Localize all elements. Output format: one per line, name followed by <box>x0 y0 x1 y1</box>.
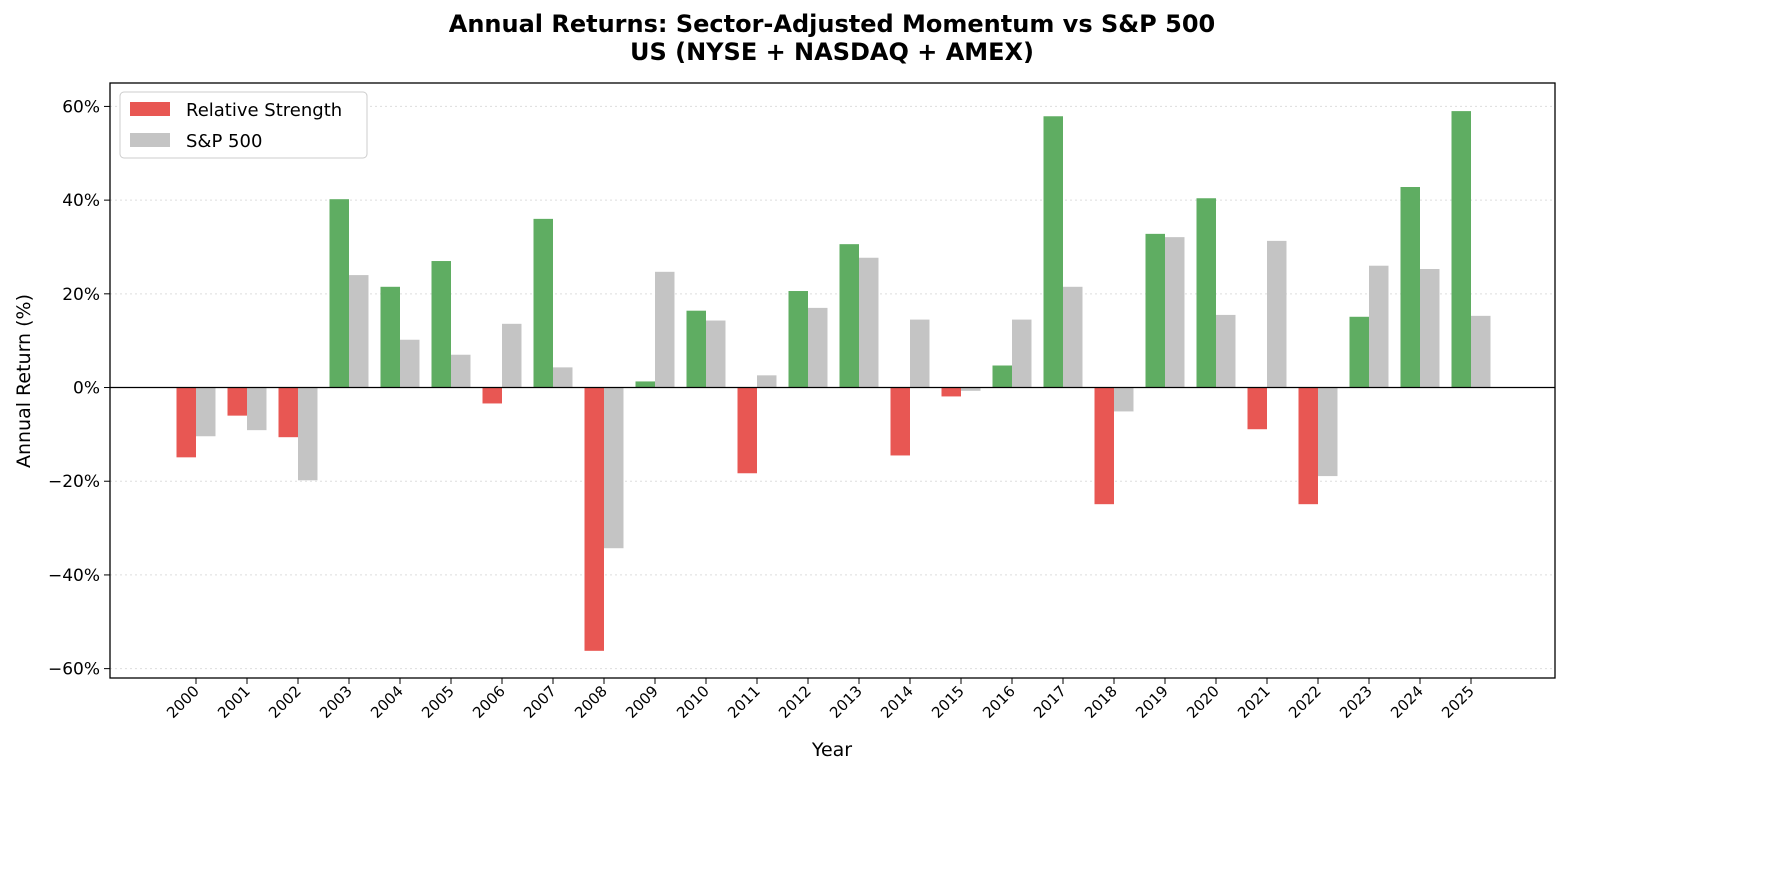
x-tick-label: 2014 <box>877 682 917 722</box>
bar-relative-strength-2020 <box>1196 198 1216 388</box>
x-tick-label: 2007 <box>520 682 560 722</box>
y-tick-label: 0% <box>73 379 100 399</box>
x-tick-label: 2015 <box>928 682 968 722</box>
bar-sp500-2009 <box>655 271 675 388</box>
x-tick-label: 2018 <box>1081 682 1121 722</box>
bar-relative-strength-2015 <box>941 387 961 397</box>
bar-relative-strength-2019 <box>1145 233 1165 388</box>
bar-relative-strength-2002 <box>278 387 298 438</box>
x-tick-label: 2001 <box>214 682 254 722</box>
bar-relative-strength-2022 <box>1298 387 1318 505</box>
y-tick-label: −40% <box>48 566 100 586</box>
bar-sp500-2005 <box>451 354 471 388</box>
bar-sp500-2023 <box>1369 265 1389 388</box>
bar-sp500-2003 <box>349 275 369 388</box>
bar-sp500-2011 <box>757 375 777 388</box>
bar-relative-strength-2007 <box>533 218 553 388</box>
bar-sp500-2016 <box>1012 319 1032 388</box>
bar-sp500-2006 <box>502 323 522 388</box>
x-tick-label: 2023 <box>1336 682 1376 722</box>
x-axis-label: Year <box>811 739 852 761</box>
bar-sp500-2008 <box>604 387 624 549</box>
bar-sp500-2014 <box>910 319 930 388</box>
x-tick-label: 2006 <box>469 682 509 722</box>
x-tick-label: 2004 <box>367 682 407 722</box>
bar-relative-strength-2008 <box>584 387 604 651</box>
x-tick-label: 2017 <box>1030 682 1070 722</box>
x-tick-label: 2021 <box>1234 682 1274 722</box>
x-tick-label: 2002 <box>265 682 305 722</box>
x-tick-label: 2024 <box>1387 682 1427 722</box>
bar-sp500-2022 <box>1318 387 1338 477</box>
bar-relative-strength-2024 <box>1400 187 1420 388</box>
x-tick-label: 2016 <box>979 682 1019 722</box>
bar-sp500-2013 <box>859 257 879 388</box>
x-tick-label: 2022 <box>1285 682 1325 722</box>
x-tick-label: 2009 <box>622 682 662 722</box>
y-tick-label: 40% <box>62 191 100 211</box>
bar-relative-strength-2005 <box>431 261 451 388</box>
bar-relative-strength-2009 <box>635 381 655 388</box>
y-tick-label: 20% <box>62 285 100 305</box>
bar-sp500-2012 <box>808 307 828 388</box>
bar-sp500-2020 <box>1216 314 1236 388</box>
legend-swatch-relative-strength <box>130 102 170 116</box>
bar-sp500-2025 <box>1471 315 1491 388</box>
y-tick-label: −60% <box>48 660 100 680</box>
bar-relative-strength-2011 <box>737 387 757 474</box>
bar-relative-strength-2012 <box>788 291 808 388</box>
bar-relative-strength-2001 <box>227 387 247 416</box>
bar-sp500-2010 <box>706 320 726 388</box>
bar-sp500-2000 <box>196 387 216 437</box>
bar-relative-strength-2003 <box>329 199 349 388</box>
legend: Relative Strength S&P 500 <box>119 91 368 159</box>
bar-relative-strength-2004 <box>380 286 400 388</box>
x-tick-label: 2019 <box>1132 682 1172 722</box>
bar-sp500-2007 <box>553 367 573 388</box>
x-tick-label: 2000 <box>163 682 203 722</box>
bar-relative-strength-2016 <box>992 365 1012 388</box>
bar-relative-strength-2021 <box>1247 387 1267 430</box>
bar-sp500-2004 <box>400 339 420 388</box>
y-tick-label: 60% <box>62 97 100 117</box>
x-tick-label: 2011 <box>724 682 764 722</box>
bar-sp500-2001 <box>247 387 267 431</box>
x-tick-label: 2010 <box>673 682 713 722</box>
x-tick-label: 2012 <box>775 682 815 722</box>
bar-relative-strength-2014 <box>890 387 910 456</box>
chart-subtitle: US (NYSE + NASDAQ + AMEX) <box>630 38 1034 66</box>
chart-title: Annual Returns: Sector-Adjusted Momentum… <box>449 10 1215 38</box>
bar-relative-strength-2023 <box>1349 316 1369 388</box>
x-tick-label: 2003 <box>316 682 356 722</box>
bar-relative-strength-2018 <box>1094 387 1114 505</box>
x-tick-label: 2008 <box>571 682 611 722</box>
bar-relative-strength-2006 <box>482 387 502 404</box>
y-axis-label: Annual Return (%) <box>13 294 35 468</box>
x-tick-label: 2013 <box>826 682 866 722</box>
legend-label-sp500: S&P 500 <box>186 131 262 152</box>
bar-relative-strength-2010 <box>686 310 706 388</box>
bar-sp500-2015 <box>961 387 981 391</box>
plot-frame <box>109 82 1556 679</box>
bar-sp500-2024 <box>1420 268 1440 388</box>
bar-sp500-2002 <box>298 387 318 481</box>
x-tick-label: 2025 <box>1438 682 1478 722</box>
bar-relative-strength-2025 <box>1451 111 1471 388</box>
bar-sp500-2017 <box>1063 286 1083 388</box>
bar-sp500-2019 <box>1165 237 1185 388</box>
legend-label-relative-strength: Relative Strength <box>186 100 342 121</box>
x-tick-label: 2020 <box>1183 682 1223 722</box>
legend-swatch-sp500 <box>130 133 170 147</box>
y-tick-label: −20% <box>48 472 100 492</box>
x-tick-label: 2005 <box>418 682 458 722</box>
bar-sp500-2021 <box>1267 240 1287 388</box>
bar-relative-strength-2017 <box>1043 116 1063 388</box>
bar-sp500-2018 <box>1114 387 1134 412</box>
bar-relative-strength-2000 <box>176 387 196 458</box>
bar-relative-strength-2013 <box>839 244 859 388</box>
